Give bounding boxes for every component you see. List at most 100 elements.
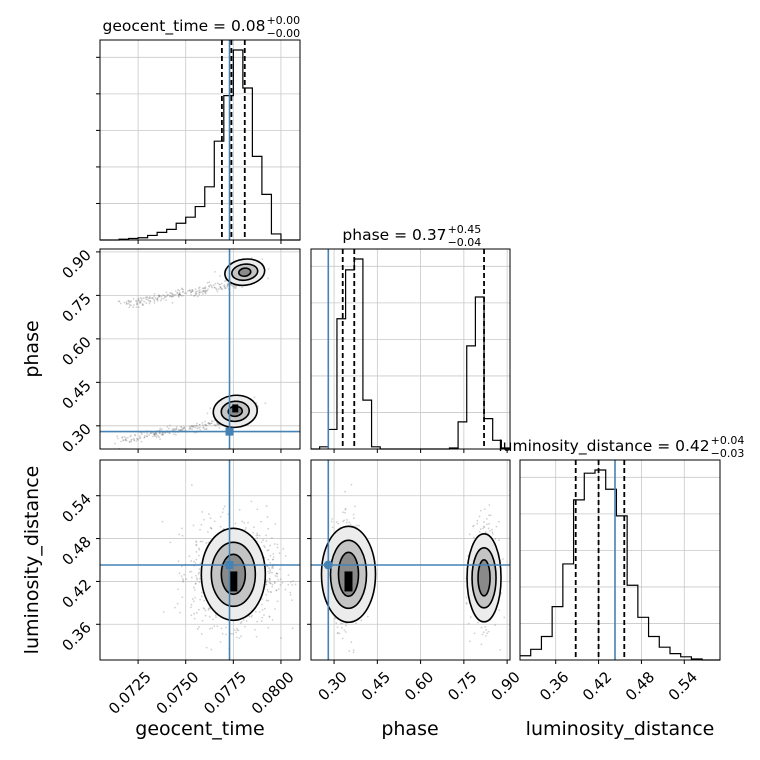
sample-point: [352, 517, 355, 520]
sample-point: [226, 282, 229, 285]
sample-point: [238, 508, 241, 511]
sample-point: [271, 585, 274, 588]
sample-point: [247, 521, 249, 524]
sample-point: [232, 632, 235, 635]
sample-point: [221, 511, 224, 514]
panel-frame: [99, 39, 301, 241]
sample-point: [488, 504, 491, 506]
sample-point: [267, 558, 270, 561]
sample-point: [195, 292, 198, 294]
sample-point: [195, 422, 198, 425]
sample-point: [204, 291, 207, 294]
sample-point: [198, 626, 200, 628]
y-tick-label: 0.90: [58, 246, 94, 282]
sample-point: [336, 632, 339, 634]
sample-point: [226, 284, 229, 286]
sample-point: [150, 297, 153, 299]
density-contour: [237, 267, 252, 278]
sample-point: [208, 281, 211, 284]
sample-point: [234, 522, 237, 525]
sample-point: [150, 432, 152, 435]
sample-point: [204, 292, 207, 295]
sample-point: [188, 571, 191, 573]
sample-point: [201, 424, 204, 426]
sample-point: [188, 289, 191, 292]
sample-point: [263, 607, 266, 610]
sample-point: [207, 607, 210, 610]
sample-point: [212, 284, 215, 287]
sample-point: [205, 424, 208, 427]
sample-point: [350, 641, 353, 644]
sample-point: [167, 293, 169, 296]
sample-point: [153, 433, 156, 435]
sample-point: [235, 636, 238, 639]
sample-point: [175, 433, 177, 436]
sample-point: [344, 511, 346, 514]
sample-point: [214, 270, 216, 273]
sample-point: [207, 288, 209, 291]
sample-point: [215, 424, 218, 427]
sample-point: [206, 281, 209, 284]
sample-point: [211, 420, 214, 423]
sample-point: [159, 299, 162, 302]
sample-point: [158, 294, 161, 297]
sample-point: [213, 286, 216, 289]
sample-point: [148, 299, 150, 302]
sample-point: [336, 632, 339, 635]
x-axis-label: geocent_time: [135, 718, 264, 740]
sample-point: [180, 426, 183, 429]
sample-point: [178, 293, 181, 295]
sample-point: [193, 560, 195, 563]
y-tick-label: 0.60: [58, 333, 94, 369]
sample-point: [264, 402, 267, 405]
sample-point: [209, 407, 212, 410]
sample-point: [159, 429, 161, 432]
sample-point: [182, 427, 184, 430]
sample-point: [480, 643, 483, 646]
sample-point: [153, 298, 156, 301]
sample-point: [480, 626, 483, 629]
sample-point: [498, 539, 500, 542]
sample-point: [141, 304, 144, 307]
sample-point: [256, 620, 259, 623]
sample-point: [269, 554, 272, 557]
sample-point: [157, 294, 160, 296]
sample-point: [195, 574, 197, 577]
sample-point: [135, 306, 138, 309]
x-tick-label: 0.75: [444, 668, 480, 704]
sample-point: [203, 599, 206, 602]
sample-point: [136, 303, 139, 306]
sample-point: [135, 299, 137, 302]
sample-point: [258, 534, 261, 537]
sample-point: [261, 616, 264, 619]
sample-point: [254, 610, 257, 613]
sample-point: [125, 437, 128, 439]
sample-point: [178, 289, 181, 292]
sample-point: [180, 425, 183, 428]
sample-point: [128, 306, 131, 309]
sample-point: [248, 615, 251, 618]
sample-point: [244, 625, 246, 628]
sample-point: [153, 432, 156, 435]
sample-point: [209, 283, 212, 286]
sample-point: [129, 435, 132, 438]
sample-point: [205, 290, 208, 293]
title-lower-error: −0.00: [266, 27, 300, 40]
sample-point: [201, 511, 204, 513]
sample-point: [483, 508, 486, 510]
sample-point: [117, 300, 120, 303]
sample-point: [183, 573, 186, 576]
sample-point: [338, 632, 341, 635]
sample-point: [193, 294, 195, 297]
sample-point: [342, 520, 344, 523]
sample-point: [344, 507, 347, 510]
sample-point: [165, 295, 168, 298]
sample-point: [180, 575, 183, 578]
sample-point: [153, 295, 155, 298]
sample-point: [114, 442, 116, 445]
title-main: phase = 0.37: [342, 226, 446, 244]
sample-point: [179, 293, 181, 296]
sample-point: [140, 440, 143, 443]
sample-point: [199, 528, 201, 531]
sample-point: [203, 423, 206, 426]
